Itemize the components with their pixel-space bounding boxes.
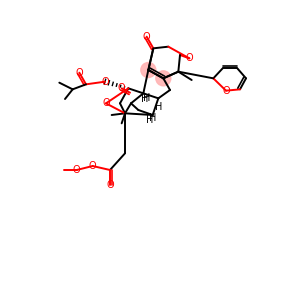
Text: O: O (106, 180, 114, 190)
Text: H: H (143, 93, 150, 103)
Text: O: O (89, 161, 97, 171)
Text: H: H (141, 94, 149, 104)
Text: O: O (222, 86, 230, 96)
Text: O: O (73, 165, 80, 175)
Text: O: O (102, 98, 110, 108)
Text: H: H (149, 113, 156, 123)
Text: O: O (101, 77, 109, 87)
Text: O: O (143, 32, 151, 42)
Text: O: O (185, 53, 193, 63)
Circle shape (141, 62, 156, 77)
Text: H: H (146, 115, 154, 125)
Circle shape (156, 71, 171, 86)
Text: H: H (155, 102, 163, 112)
Text: O: O (118, 83, 125, 93)
Text: O: O (76, 68, 83, 78)
